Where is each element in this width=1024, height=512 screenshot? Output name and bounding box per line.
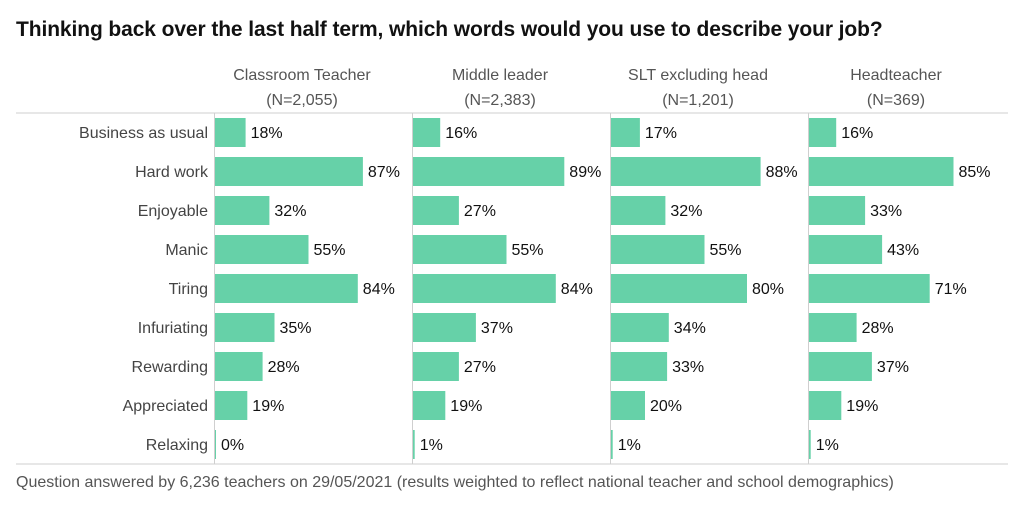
data-label-headteacher-relaxing: 1% <box>816 437 839 454</box>
bar-slt-excluding-head-tiring[interactable] <box>611 274 747 303</box>
bar-slt-excluding-head-appreciated[interactable] <box>611 391 645 420</box>
category-label-appreciated: Appreciated <box>123 398 208 415</box>
data-label-headteacher-enjoyable: 33% <box>870 203 902 220</box>
bar-middle-leader-enjoyable[interactable] <box>413 196 459 225</box>
data-label-slt-excluding-head-enjoyable: 32% <box>670 203 702 220</box>
data-label-classroom-teacher-enjoyable: 32% <box>274 203 306 220</box>
data-label-headteacher-tiring: 71% <box>935 281 967 298</box>
panel-n-classroom-teacher: (N=2,055) <box>266 92 338 109</box>
data-label-slt-excluding-head-rewarding: 33% <box>672 359 704 376</box>
category-label-hard-work: Hard work <box>135 164 209 181</box>
bar-slt-excluding-head-enjoyable[interactable] <box>611 196 666 225</box>
panel-header-classroom-teacher: Classroom Teacher <box>233 67 371 84</box>
bar-middle-leader-hard-work[interactable] <box>413 157 565 186</box>
data-label-classroom-teacher-tiring: 84% <box>363 281 395 298</box>
data-label-slt-excluding-head-infuriating: 34% <box>674 320 706 337</box>
data-label-middle-leader-tiring: 84% <box>561 281 593 298</box>
data-label-headteacher-hard-work: 85% <box>959 164 991 181</box>
data-label-classroom-teacher-business-as-usual: 18% <box>251 125 283 142</box>
bar-slt-excluding-head-business-as-usual[interactable] <box>611 118 640 147</box>
bar-middle-leader-tiring[interactable] <box>413 274 556 303</box>
bar-slt-excluding-head-infuriating[interactable] <box>611 313 669 342</box>
data-label-middle-leader-enjoyable: 27% <box>464 203 496 220</box>
bar-classroom-teacher-infuriating[interactable] <box>215 313 275 342</box>
bar-classroom-teacher-hard-work[interactable] <box>215 157 363 186</box>
data-label-headteacher-infuriating: 28% <box>862 320 894 337</box>
category-label-relaxing: Relaxing <box>146 437 208 454</box>
bar-slt-excluding-head-manic[interactable] <box>611 235 705 264</box>
bar-middle-leader-rewarding[interactable] <box>413 352 459 381</box>
data-label-middle-leader-relaxing: 1% <box>420 437 443 454</box>
panel-header-slt-excluding-head: SLT excluding head <box>628 67 768 84</box>
bar-headteacher-business-as-usual[interactable] <box>809 118 837 147</box>
data-label-headteacher-business-as-usual: 16% <box>841 125 873 142</box>
bar-middle-leader-business-as-usual[interactable] <box>413 118 441 147</box>
data-label-slt-excluding-head-tiring: 80% <box>752 281 784 298</box>
data-label-slt-excluding-head-manic: 55% <box>710 242 742 259</box>
data-label-middle-leader-manic: 55% <box>512 242 544 259</box>
bar-headteacher-tiring[interactable] <box>809 274 930 303</box>
data-label-headteacher-manic: 43% <box>887 242 919 259</box>
bar-headteacher-infuriating[interactable] <box>809 313 857 342</box>
data-label-middle-leader-appreciated: 19% <box>450 398 482 415</box>
data-label-slt-excluding-head-hard-work: 88% <box>766 164 798 181</box>
data-label-middle-leader-hard-work: 89% <box>569 164 601 181</box>
data-label-middle-leader-infuriating: 37% <box>481 320 513 337</box>
data-label-middle-leader-business-as-usual: 16% <box>445 125 477 142</box>
category-label-enjoyable: Enjoyable <box>138 203 208 220</box>
panel-header-headteacher: Headteacher <box>850 67 942 84</box>
chart-title: Thinking back over the last half term, w… <box>16 18 883 41</box>
category-label-manic: Manic <box>165 242 208 259</box>
bar-headteacher-hard-work[interactable] <box>809 157 954 186</box>
bar-classroom-teacher-appreciated[interactable] <box>215 391 248 420</box>
data-label-classroom-teacher-rewarding: 28% <box>268 359 300 376</box>
data-label-classroom-teacher-manic: 55% <box>314 242 346 259</box>
data-label-slt-excluding-head-business-as-usual: 17% <box>645 125 677 142</box>
panel-n-headteacher: (N=369) <box>867 92 925 109</box>
bar-headteacher-appreciated[interactable] <box>809 391 842 420</box>
data-label-classroom-teacher-hard-work: 87% <box>368 164 400 181</box>
data-label-classroom-teacher-appreciated: 19% <box>252 398 284 415</box>
category-label-infuriating: Infuriating <box>138 320 208 337</box>
bar-middle-leader-manic[interactable] <box>413 235 507 264</box>
bar-classroom-teacher-relaxing[interactable] <box>215 430 216 459</box>
data-label-headteacher-rewarding: 37% <box>877 359 909 376</box>
bar-slt-excluding-head-relaxing[interactable] <box>611 430 613 459</box>
data-label-headteacher-appreciated: 19% <box>846 398 878 415</box>
bar-classroom-teacher-manic[interactable] <box>215 235 309 264</box>
data-label-slt-excluding-head-appreciated: 20% <box>650 398 682 415</box>
bar-headteacher-enjoyable[interactable] <box>809 196 866 225</box>
panel-n-slt-excluding-head: (N=1,201) <box>662 92 734 109</box>
category-label-tiring: Tiring <box>169 281 208 298</box>
bar-middle-leader-relaxing[interactable] <box>413 430 415 459</box>
data-label-classroom-teacher-relaxing: 0% <box>221 437 244 454</box>
chart-footnote: Question answered by 6,236 teachers on 2… <box>16 474 894 491</box>
bar-classroom-teacher-rewarding[interactable] <box>215 352 263 381</box>
bar-middle-leader-appreciated[interactable] <box>413 391 446 420</box>
bar-middle-leader-infuriating[interactable] <box>413 313 476 342</box>
category-label-rewarding: Rewarding <box>132 359 208 376</box>
bar-classroom-teacher-enjoyable[interactable] <box>215 196 270 225</box>
data-label-slt-excluding-head-relaxing: 1% <box>618 437 641 454</box>
bar-classroom-teacher-tiring[interactable] <box>215 274 358 303</box>
bar-headteacher-relaxing[interactable] <box>809 430 811 459</box>
data-label-classroom-teacher-infuriating: 35% <box>280 320 312 337</box>
data-label-middle-leader-rewarding: 27% <box>464 359 496 376</box>
bar-headteacher-rewarding[interactable] <box>809 352 872 381</box>
bar-classroom-teacher-business-as-usual[interactable] <box>215 118 246 147</box>
panel-n-middle-leader: (N=2,383) <box>464 92 536 109</box>
panel-header-middle-leader: Middle leader <box>452 67 549 84</box>
bar-slt-excluding-head-rewarding[interactable] <box>611 352 668 381</box>
bar-slt-excluding-head-hard-work[interactable] <box>611 157 761 186</box>
category-label-business-as-usual: Business as usual <box>79 125 208 142</box>
bar-headteacher-manic[interactable] <box>809 235 883 264</box>
